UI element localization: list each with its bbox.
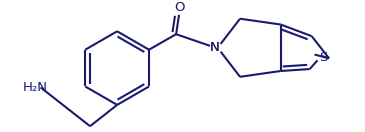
Text: N: N — [210, 41, 220, 54]
Text: O: O — [174, 1, 184, 14]
Text: S: S — [319, 51, 327, 64]
Text: N: N — [210, 41, 220, 54]
Text: H₂N: H₂N — [23, 81, 48, 94]
